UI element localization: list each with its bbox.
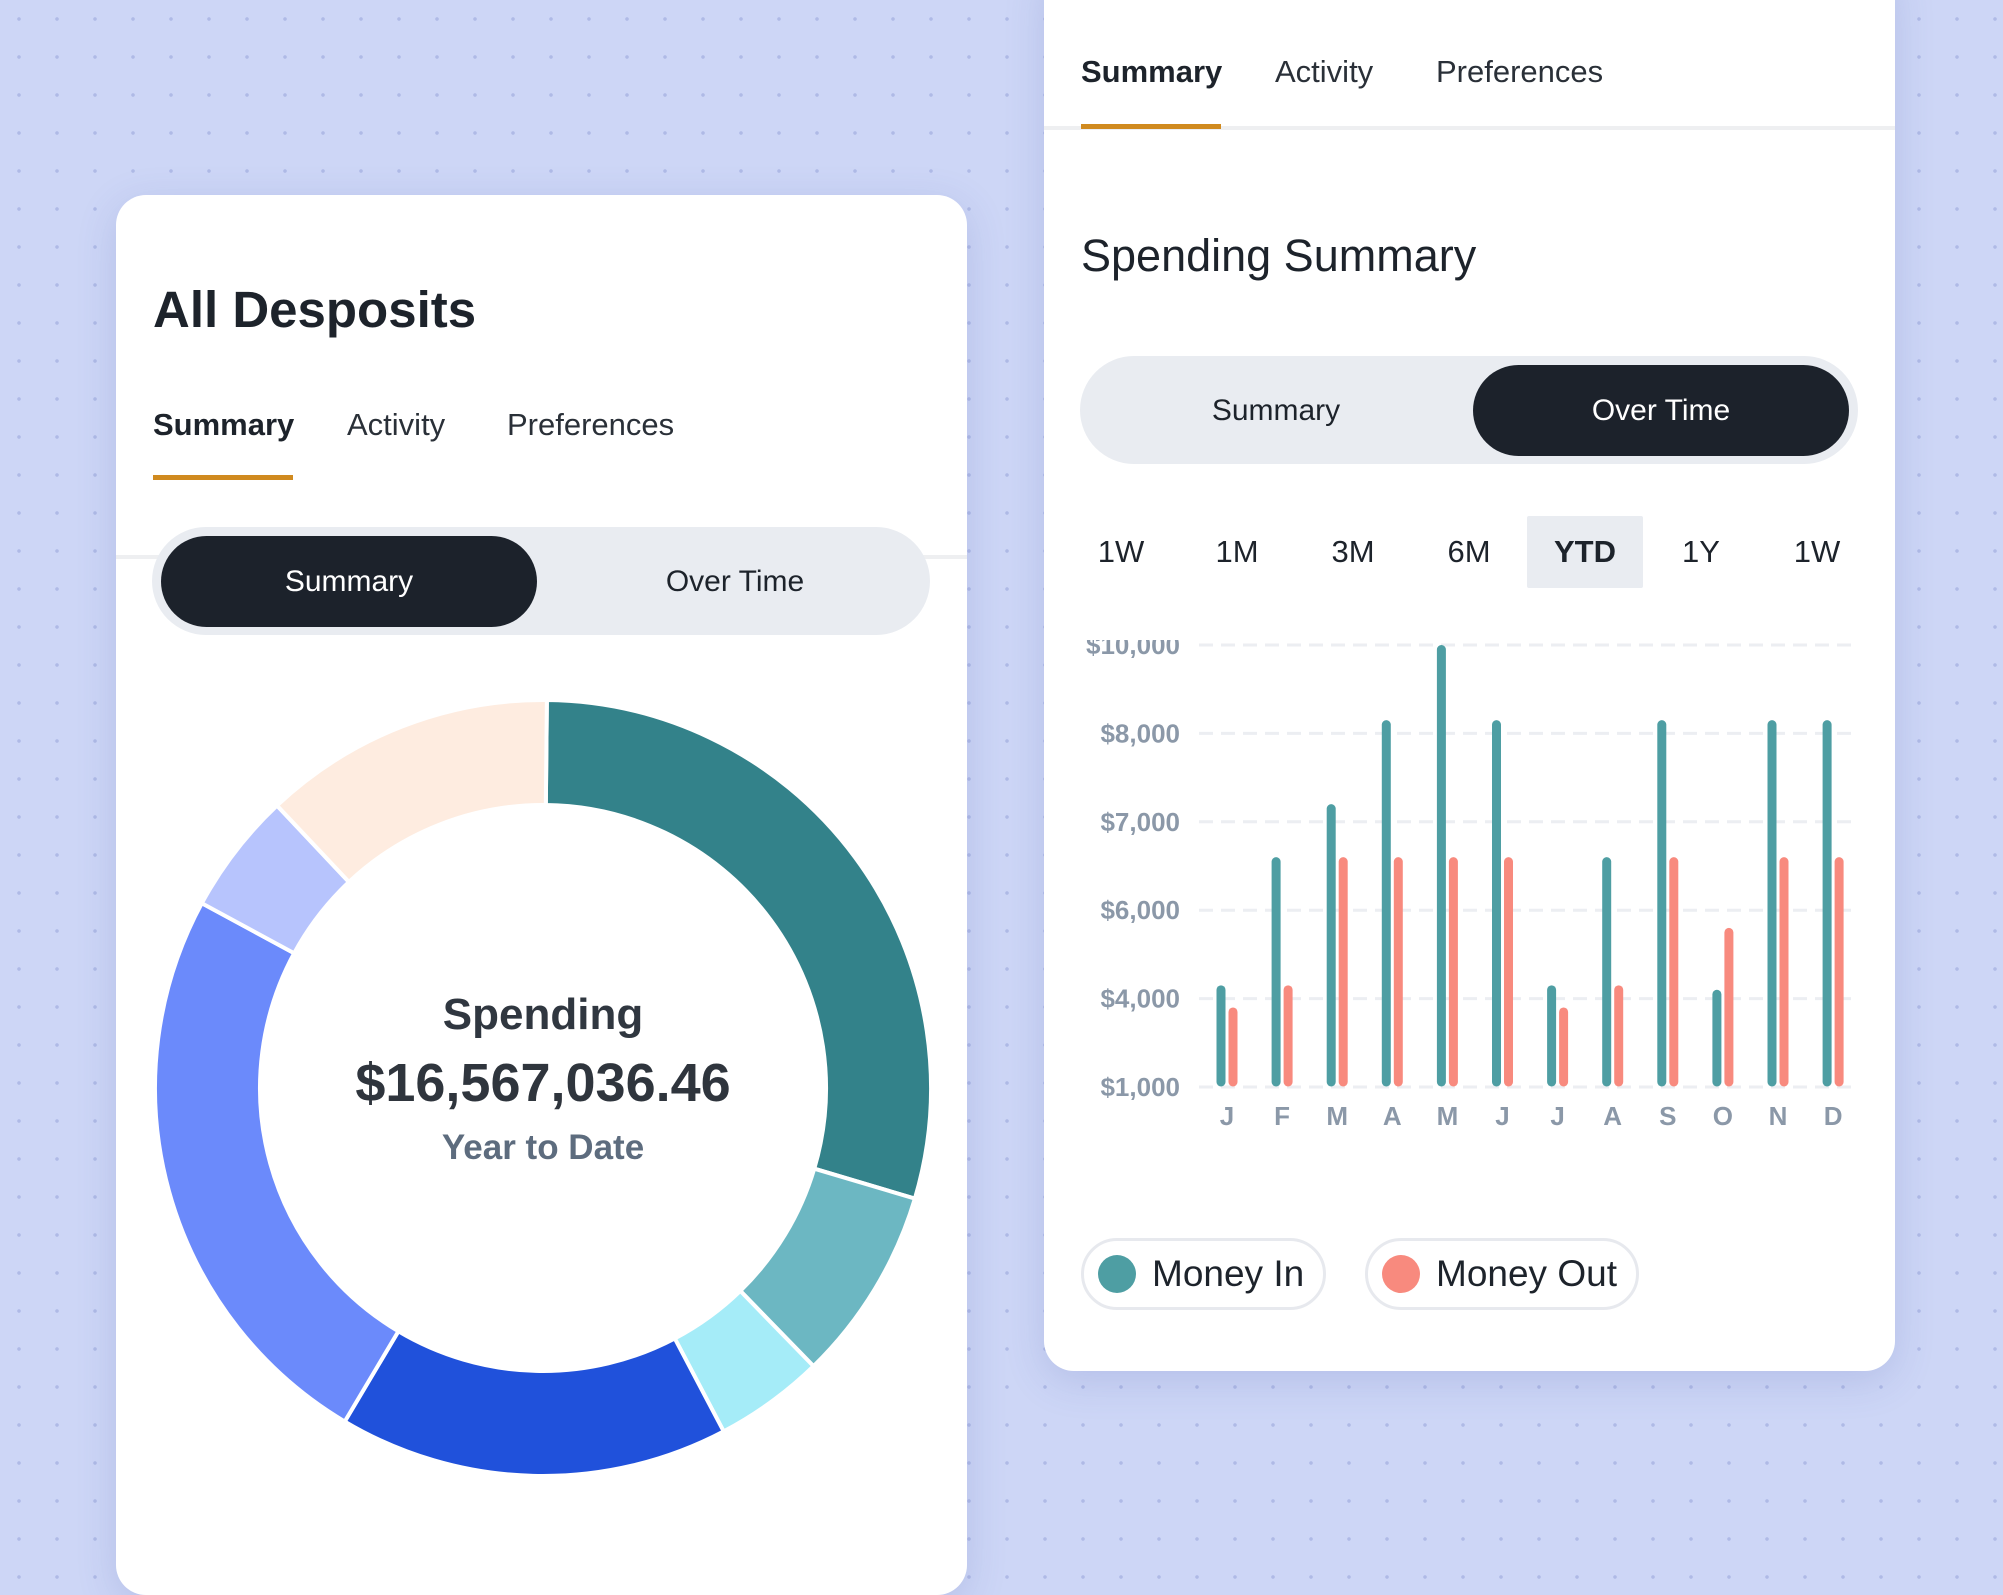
page-title: All Desposits: [153, 281, 477, 338]
range-1y-button[interactable]: 1Y: [1682, 534, 1720, 569]
x-tick-label: A: [1603, 1101, 1622, 1131]
range-3m-button[interactable]: 3M: [1331, 534, 1375, 569]
legend-money-out-label: Money Out: [1436, 1253, 1617, 1294]
section-title: Spending Summary: [1081, 230, 1477, 281]
donut-label: Spending: [442, 990, 644, 1039]
view-toggle: Summary Over Time: [152, 527, 930, 635]
range-1w-button-2[interactable]: 1W: [1793, 534, 1841, 569]
tab-activity[interactable]: Activity: [347, 407, 446, 442]
tab-activity[interactable]: Activity: [1275, 54, 1374, 89]
active-tab-indicator: [1081, 124, 1221, 129]
x-tick-label: S: [1659, 1101, 1676, 1131]
tab-summary[interactable]: Summary: [1081, 54, 1223, 89]
x-tick-label: J: [1550, 1101, 1564, 1131]
y-tick-label: $4,000: [1100, 984, 1180, 1014]
donut-slice-1: [543, 698, 933, 1202]
tab-preferences[interactable]: Preferences: [507, 407, 675, 442]
y-tick-label: $6,000: [1100, 895, 1180, 925]
donut-period: Year to Date: [441, 1128, 645, 1167]
x-tick-label: M: [1437, 1101, 1459, 1131]
toggle-over-time-button[interactable]: Over Time: [665, 564, 805, 598]
donut-slice-4: [342, 1328, 727, 1478]
toggle-summary-button[interactable]: Summary: [1211, 393, 1341, 427]
donut-amount: $16,567,036.46: [355, 1053, 731, 1113]
donut-center-label: Spending $16,567,036.46 Year to Date: [293, 990, 793, 1168]
range-1w-button[interactable]: 1W: [1097, 534, 1145, 569]
x-tick-label: A: [1383, 1101, 1402, 1131]
x-tick-label: J: [1220, 1101, 1234, 1131]
legend-money-in: Money In: [1081, 1238, 1326, 1310]
tab-summary[interactable]: Summary: [153, 407, 295, 442]
view-toggle: Summary Over Time: [1080, 356, 1858, 464]
spending-summary-card: Summary Activity Preferences Spending Su…: [1044, 0, 1895, 1371]
spending-donut-chart: [153, 698, 933, 1478]
toggle-over-time-button[interactable]: Over Time: [1473, 365, 1849, 456]
y-tick-label: $8,000: [1100, 718, 1180, 748]
x-tick-label: O: [1713, 1101, 1733, 1131]
legend-money-in-label: Money In: [1152, 1253, 1305, 1294]
deposits-card: All Desposits Summary Activity Preferenc…: [116, 195, 967, 1595]
x-tick-label: N: [1769, 1101, 1788, 1131]
y-tick-label: $1,000: [1100, 1072, 1180, 1102]
range-6m-button[interactable]: 6M: [1447, 534, 1491, 569]
range-ytd-button[interactable]: YTD: [1527, 516, 1643, 588]
money-in-dot-icon: [1098, 1255, 1136, 1293]
x-tick-label: D: [1824, 1101, 1843, 1131]
x-tick-label: J: [1495, 1101, 1509, 1131]
active-tab-indicator: [153, 475, 293, 480]
x-tick-label: M: [1326, 1101, 1348, 1131]
x-tick-label: F: [1274, 1101, 1290, 1131]
tab-preferences[interactable]: Preferences: [1436, 54, 1604, 89]
toggle-summary-button[interactable]: Summary: [161, 536, 537, 627]
y-tick-label: $10,000: [1086, 640, 1180, 660]
y-tick-label: $7,000: [1100, 807, 1180, 837]
money-out-dot-icon: [1382, 1255, 1420, 1293]
money-in-out-bar-chart: $10,000 $8,000 $7,000 $6,000 $4,000 $1,000 J F M…: [1086, 640, 1859, 1131]
range-1m-button[interactable]: 1M: [1215, 534, 1259, 569]
donut-slice-7: [274, 698, 549, 885]
legend-money-out: Money Out: [1365, 1238, 1639, 1310]
tab-bar: [1044, 126, 1895, 130]
donut-slice-5: [153, 900, 402, 1425]
